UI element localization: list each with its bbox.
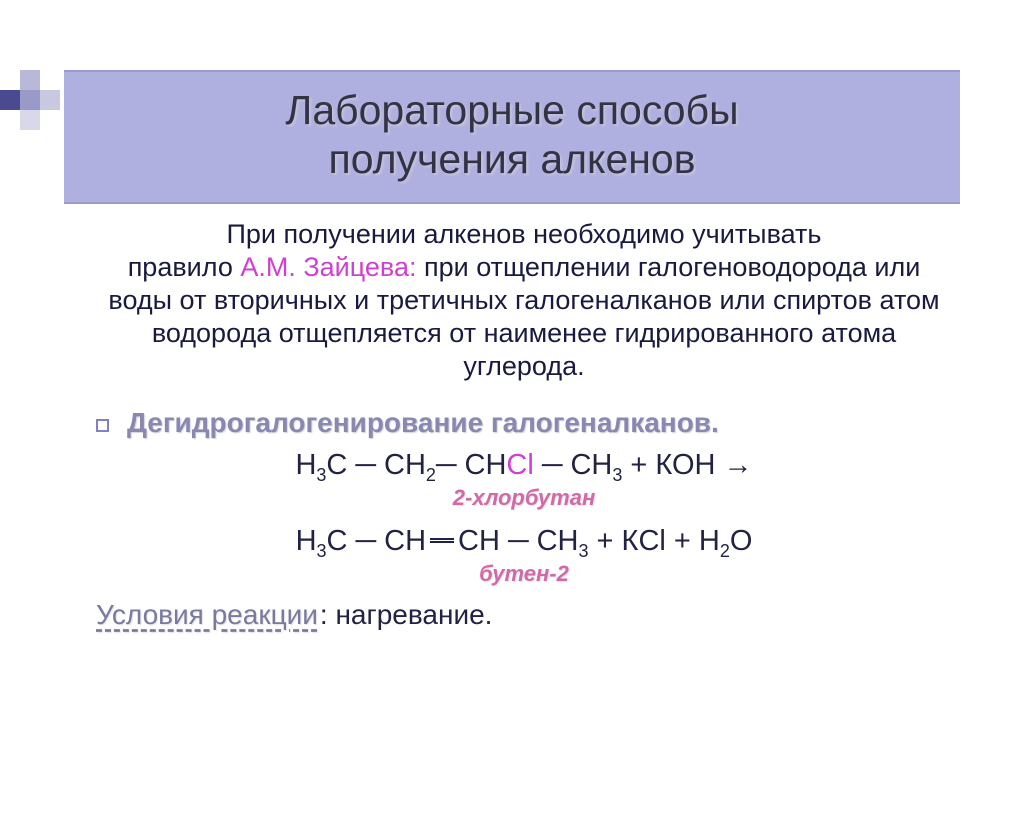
slide-content: При получении алкенов необходимо учитыва… [0,204,1024,631]
eq1-right: ─ CH3 + КОН → [534,449,753,481]
zaitsev-rule-paragraph: При получении алкенов необходимо учитыва… [96,218,952,383]
compound-label-1: 2-хлорбутан [96,485,952,511]
eq1-cl: Cl [506,449,533,481]
conditions-row: Условия реакции : нагревание. [96,599,952,631]
eq2-right: CH ─ CH3 + КCl + H2O [458,525,752,557]
compound-label-2: бутен-2 [96,561,952,587]
eq2-left: H3C ─ CH [296,525,426,557]
slide-title-band: Лабораторные способы получения алкенов [64,70,960,204]
reaction-heading: Дегидрогалогенирование галогеналканов. [127,407,719,439]
eq1-left: H3C ─ CH2─ CH [295,449,506,481]
rule-name-prefix: правило [128,252,241,282]
reaction-equation-2: H3C ─ CH CH ─ CH3 + КCl + H2O [96,523,952,563]
corner-decoration [0,70,60,130]
slide-title: Лабораторные способы получения алкенов [74,86,950,184]
rule-intro: При получении алкенов необходимо учитыва… [226,219,821,249]
title-line-1: Лабораторные способы [285,87,738,133]
conditions-value: : нагревание. [320,599,493,631]
conditions-label: Условия реакции [96,599,318,631]
bullet-icon [96,419,109,432]
double-bond-icon [430,538,454,543]
rule-name: А.М. Зайцева: [240,252,416,282]
reaction-equation-1: H3C ─ CH2─ CHCl ─ CH3 + КОН → [96,447,952,487]
title-line-2: получения алкенов [329,136,696,182]
reaction-heading-row: Дегидрогалогенирование галогеналканов. [96,407,952,439]
